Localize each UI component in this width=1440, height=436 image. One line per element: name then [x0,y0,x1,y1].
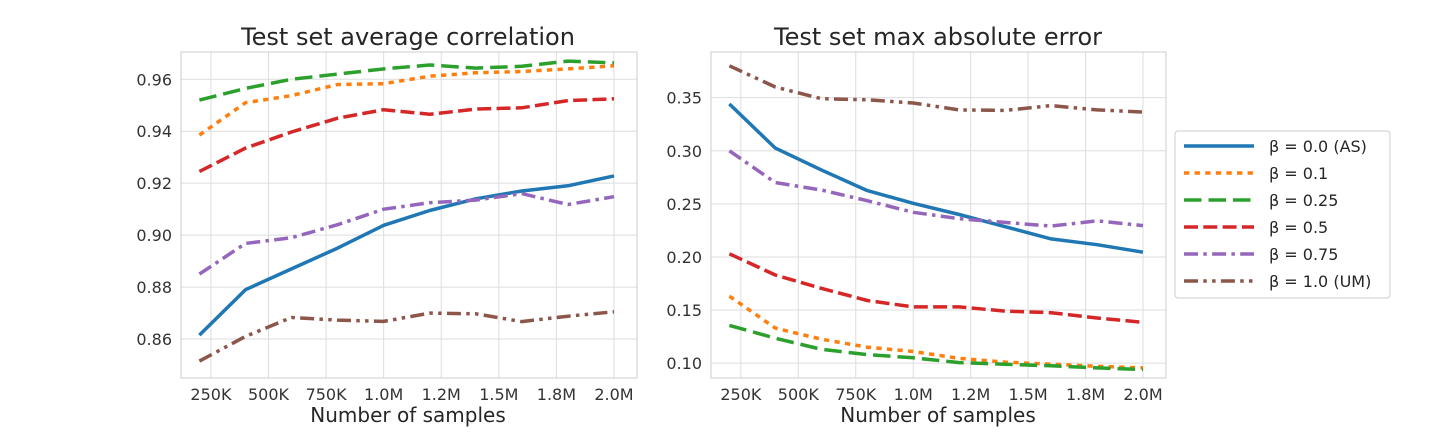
y-tick-label: 0.15 [666,301,702,320]
x-tick-label: 1.5M [1008,385,1047,404]
series-line-1 [198,174,615,337]
legend-label: β = 0.75 [1269,245,1338,264]
plot-frame [180,51,638,379]
series-line-4 [198,97,615,174]
x-tick-label: 750K [835,385,877,404]
y-tick-label: 0.96 [136,70,172,89]
legend-label: β = 0.1 [1269,164,1328,183]
y-tick-label: 0.86 [136,330,172,349]
plot-frame [710,51,1167,379]
y-tick-label: 0.10 [666,354,702,373]
chart-title: Test set max absolute error [773,23,1102,51]
x-tick-label: 2.0M [594,385,633,404]
correlation-chart: Test set average correlation Number of s… [136,23,638,427]
x-tick-label: 750K [306,385,348,404]
x-tick-label: 1.2M [951,385,990,404]
series-line-6 [728,64,1144,114]
x-tick-label: 500K [778,385,820,404]
x-tick-label: 1.0M [894,385,933,404]
y-tick-label: 0.20 [666,248,702,267]
series-line-5 [728,149,1144,228]
series-line-6 [198,310,615,363]
legend: β = 0.0 (AS) β = 0.1 β = 0.25 β = 0.5 β = 0.… [1174,130,1391,299]
y-tick-label: 0.90 [136,226,172,245]
x-tick-label: 1.8M [1066,385,1105,404]
y-tick-label: 0.25 [666,195,702,214]
series-line-3 [198,59,615,102]
grid [711,52,1166,378]
legend-label: β = 1.0 (UM) [1269,272,1371,291]
series-line-3 [728,323,1144,372]
max-error-chart: Test set max absolute error Number of sa… [666,23,1167,427]
y-tick-label: 0.94 [136,122,172,141]
y-tick-label: 0.35 [666,89,702,108]
chart-title: Test set average correlation [240,23,575,51]
grid [181,52,637,378]
x-tick-label: 1.2M [422,385,461,404]
legend-label: β = 0.0 (AS) [1269,137,1367,156]
series-line-1 [728,102,1144,254]
y-tick-label: 0.88 [136,278,172,297]
x-axis-label: Number of samples [840,403,1035,427]
legend-label: β = 0.5 [1269,218,1328,237]
x-tick-label: 1.0M [364,385,403,404]
x-tick-label: 2.0M [1123,385,1162,404]
series-line-4 [728,252,1144,325]
x-tick-label: 1.8M [537,385,576,404]
y-tick-label: 0.92 [136,174,172,193]
x-axis-label: Number of samples [310,403,505,427]
series-line-2 [198,64,615,137]
x-tick-label: 500K [248,385,290,404]
x-tick-label: 250K [720,385,762,404]
legend-label: β = 0.25 [1269,191,1338,210]
y-tick-label: 0.30 [666,142,702,161]
x-tick-label: 1.5M [479,385,518,404]
series-line-5 [198,191,615,276]
x-tick-label: 250K [190,385,232,404]
